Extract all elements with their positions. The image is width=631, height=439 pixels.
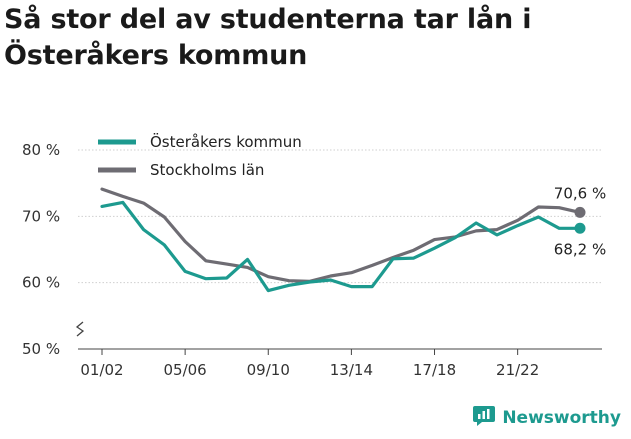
axes: 50 % 60 % 70 % 80 % 01/02 05/06 09/10 13/14 17/1… [22, 141, 602, 379]
newsworthy-logo-icon [472, 405, 496, 431]
series-end-marker [574, 206, 586, 218]
series-line-osteraker [100, 200, 582, 293]
end-labels: 70,6 % 68,2 % [554, 184, 606, 258]
x-tick-label: 13/14 [330, 361, 373, 379]
y-tick-label: 80 % [22, 141, 60, 159]
legend: Österåkers kommun Stockholms län [98, 132, 302, 179]
y-tick-label: 50 % [22, 340, 60, 358]
series-line-stockholm [100, 187, 582, 283]
x-tick-label: 09/10 [247, 361, 290, 379]
brand-logo: Newsworthy [472, 405, 621, 431]
end-label-osteraker: 68,2 % [554, 240, 606, 258]
y-tick-label: 70 % [22, 207, 60, 225]
x-tick-label: 21/22 [496, 361, 539, 379]
x-tick-label: 05/06 [164, 361, 207, 379]
end-label-stockholm: 70,6 % [554, 184, 606, 202]
brand-name: Newsworthy [502, 408, 621, 428]
y-tick-label: 60 % [22, 274, 60, 292]
chart-title: Så stor del av studenterna tar lån i Öst… [4, 4, 532, 71]
legend-label: Österåkers kommun [150, 132, 302, 151]
x-tick-label: 01/02 [80, 361, 123, 379]
series-lines [100, 187, 586, 293]
legend-label: Stockholms län [150, 161, 264, 179]
series-end-marker [574, 222, 586, 234]
axis-break-marker [75, 321, 85, 337]
x-tick-label: 17/18 [413, 361, 456, 379]
